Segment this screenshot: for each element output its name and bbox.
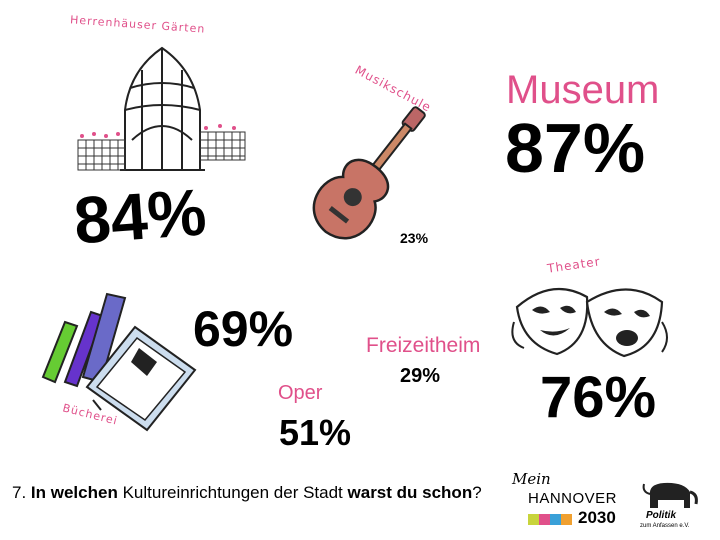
elephant-icon: [642, 482, 698, 508]
question-end: ?: [472, 483, 482, 502]
leisure-label: Freizeitheim: [366, 334, 481, 357]
logo-hannover: HANNOVER: [528, 490, 618, 507]
garden-label: Herrenhäuser Gärten: [69, 13, 206, 36]
question-bold-2: warst du schon: [347, 483, 473, 502]
question-bold-1: In welchen: [30, 483, 118, 502]
politik-logo: Politik zum Anfassen e.V.: [636, 478, 710, 536]
theater-percent: 76%: [540, 365, 657, 430]
logo-mein: Mein: [512, 470, 551, 488]
mein-hannover-logo: Mein HANNOVER 2030: [510, 468, 622, 532]
museum-label: Museum: [506, 68, 660, 112]
books-icon: [41, 292, 197, 432]
garden-percent: 84%: [71, 174, 209, 258]
theater-masks-icon: [511, 287, 668, 358]
guitar-icon: [312, 106, 426, 240]
logo-color-bar: [528, 512, 576, 525]
politik-name: Politik: [646, 510, 677, 521]
leisure-percent: 29%: [400, 365, 441, 387]
opera-label: Oper: [278, 382, 323, 404]
question-text: Kultureinrichtungen der Stadt: [122, 483, 343, 502]
politik-sub: zum Anfassen e.V.: [640, 523, 690, 529]
museum-percent: 87%: [505, 109, 646, 187]
library-percent: 69%: [193, 301, 294, 357]
question-number: 7.: [12, 483, 27, 502]
music-percent: 23%: [400, 230, 429, 246]
garden-pavilion-icon: [77, 46, 246, 171]
survey-question: 7. In welchen Kultureinrichtungen der St…: [12, 482, 482, 503]
logo-year: 2030: [578, 508, 616, 527]
opera-percent: 51%: [279, 412, 352, 453]
